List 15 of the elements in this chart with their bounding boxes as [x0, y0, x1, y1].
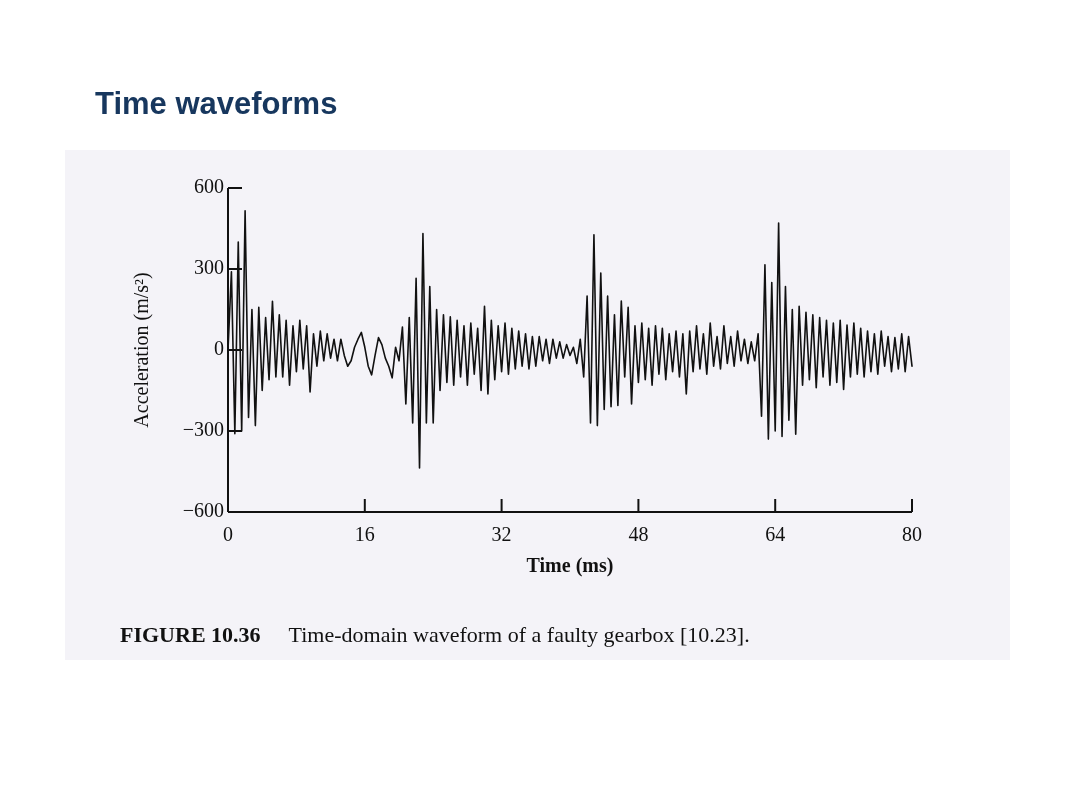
x-tick-label: 64 [765, 522, 786, 545]
x-tick-label: 80 [902, 522, 922, 545]
x-tick-label: 32 [491, 522, 512, 545]
y-tick-label: −300 [182, 417, 224, 440]
chart-title: Time waveforms [95, 86, 338, 121]
y-tick-label: 0 [214, 336, 224, 359]
y-tick-label: −600 [182, 498, 224, 521]
x-tick-label: 48 [628, 522, 649, 545]
x-axis-title: Time (ms) [526, 553, 614, 577]
x-tick-label: 16 [354, 522, 375, 545]
y-tick-label: 600 [194, 174, 224, 197]
y-tick-label: 300 [194, 255, 224, 278]
text: Time-domain waveform of a faulty gearbox [10.23]. [288, 622, 750, 648]
y-axis-title: Acceleration (m/s²) [129, 272, 153, 428]
caption: FIGURE 10.36 [120, 622, 261, 648]
